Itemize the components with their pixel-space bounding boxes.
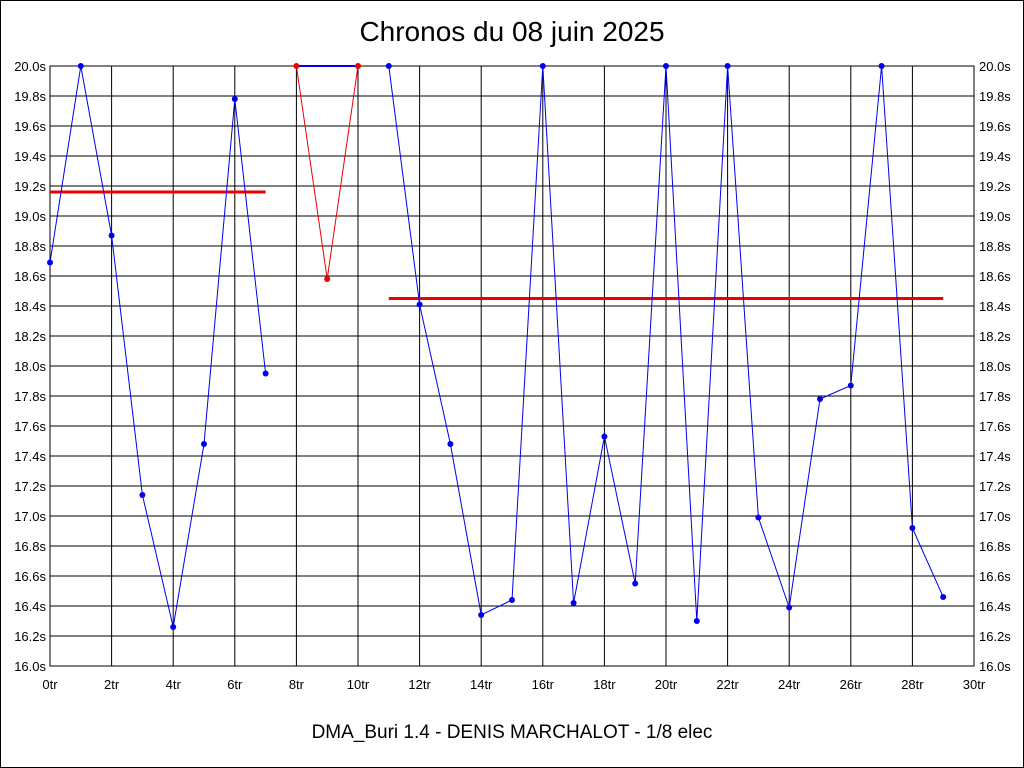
- x-tick-label: 24tr: [778, 677, 801, 692]
- data-point: [262, 370, 269, 377]
- data-point: [878, 63, 885, 69]
- y-tick-label-right: 17.0s: [979, 509, 1011, 524]
- data-point: [47, 259, 53, 266]
- x-tick-label: 8tr: [289, 677, 305, 692]
- y-tick-label-right: 16.8s: [979, 539, 1011, 554]
- y-tick-label-left: 18.4s: [14, 299, 46, 314]
- y-tick-label-left: 17.4s: [14, 449, 46, 464]
- chart-subtitle: DMA_Buri 1.4 - DENIS MARCHALOT - 1/8 ele…: [311, 722, 713, 743]
- y-tick-label-left: 16.0s: [14, 659, 46, 674]
- data-point: [201, 441, 207, 447]
- x-tick-label: 28tr: [901, 677, 924, 692]
- y-tick-label-right: 19.0s: [979, 209, 1011, 224]
- y-tick-label-right: 16.6s: [979, 569, 1011, 584]
- y-tick-label-left: 16.6s: [14, 569, 46, 584]
- y-tick-label-right: 19.8s: [979, 89, 1011, 104]
- data-point: [786, 604, 793, 611]
- y-tick-label-left: 16.4s: [14, 599, 46, 614]
- x-tick-label: 10tr: [347, 677, 370, 692]
- y-tick-label-left: 18.0s: [14, 359, 46, 374]
- data-point: [324, 276, 331, 282]
- y-tick-label-left: 17.8s: [14, 389, 46, 404]
- y-tick-label-right: 18.4s: [979, 299, 1011, 314]
- y-tick-label-left: 16.8s: [14, 539, 46, 554]
- y-tick-label-right: 16.2s: [979, 629, 1011, 644]
- x-tick-label: 6tr: [227, 677, 243, 692]
- series-line: [295, 65, 359, 280]
- x-tick-label: 18tr: [593, 677, 616, 692]
- y-tick-label-left: 18.6s: [14, 269, 46, 284]
- y-tick-label-right: 17.4s: [979, 449, 1011, 464]
- y-tick-label-right: 17.6s: [979, 419, 1011, 434]
- data-point: [385, 63, 392, 69]
- data-point: [663, 63, 669, 69]
- series-line: [49, 65, 267, 628]
- y-tick-label-right: 17.8s: [979, 389, 1011, 404]
- data-point: [293, 63, 300, 69]
- data-point: [693, 618, 700, 624]
- x-tick-label: 20tr: [655, 677, 678, 692]
- data-point: [77, 63, 84, 69]
- y-tick-label-right: 18.6s: [979, 269, 1011, 284]
- y-tick-label-right: 16.0s: [979, 659, 1011, 674]
- data-point: [570, 600, 577, 606]
- y-tick-label-left: 19.6s: [14, 119, 46, 134]
- data-point: [755, 514, 762, 521]
- data-point: [847, 382, 854, 389]
- data-point: [108, 232, 115, 239]
- chart-title: Chronos du 08 juin 2025: [359, 16, 665, 47]
- y-tick-label-left: 19.2s: [14, 179, 46, 194]
- y-tick-label-right: 17.2s: [979, 479, 1011, 494]
- y-tick-label-left: 16.2s: [14, 629, 46, 644]
- y-tick-label-left: 17.6s: [14, 419, 46, 434]
- data-point: [940, 594, 947, 600]
- x-tick-label: 4tr: [166, 677, 182, 692]
- y-tick-label-left: 20.0s: [14, 59, 46, 74]
- y-tick-label-left: 19.0s: [14, 209, 46, 224]
- data-point: [355, 63, 361, 69]
- y-tick-label-right: 19.6s: [979, 119, 1011, 134]
- x-tick-label: 22tr: [716, 677, 739, 692]
- x-tick-label: 16tr: [532, 677, 555, 692]
- x-tick-label: 26tr: [840, 677, 863, 692]
- y-tick-label-left: 18.2s: [14, 329, 46, 344]
- x-tick-label: 14tr: [470, 677, 493, 692]
- data-point: [632, 580, 639, 587]
- plot-border: [49, 65, 975, 667]
- y-tick-label-left: 17.0s: [14, 509, 46, 524]
- y-tick-label-left: 18.8s: [14, 239, 46, 254]
- x-tick-label: 30tr: [963, 677, 986, 692]
- data-point: [447, 441, 454, 447]
- data-point: [231, 96, 238, 102]
- data-point: [724, 63, 731, 69]
- x-tick-label: 0tr: [42, 677, 58, 692]
- y-tick-label-right: 18.2s: [979, 329, 1011, 344]
- data-point: [170, 624, 177, 630]
- data-point: [509, 597, 515, 603]
- data-point: [139, 492, 146, 498]
- y-tick-label-right: 18.8s: [979, 239, 1011, 254]
- data-point: [478, 612, 485, 618]
- y-tick-label-right: 18.0s: [979, 359, 1011, 374]
- y-tick-label-left: 17.2s: [14, 479, 46, 494]
- data-point: [539, 63, 546, 69]
- data-point: [817, 396, 823, 402]
- y-tick-label-right: 19.2s: [979, 179, 1011, 194]
- y-tick-label-right: 20.0s: [979, 59, 1011, 74]
- data-point: [416, 301, 423, 308]
- data-point: [601, 433, 608, 440]
- y-tick-label-left: 19.8s: [14, 89, 46, 104]
- x-tick-label: 2tr: [104, 677, 120, 692]
- data-point: [909, 525, 916, 531]
- y-tick-label-left: 19.4s: [14, 149, 46, 164]
- y-tick-label-right: 19.4s: [979, 149, 1011, 164]
- x-tick-label: 12tr: [408, 677, 431, 692]
- y-tick-label-right: 16.4s: [979, 599, 1011, 614]
